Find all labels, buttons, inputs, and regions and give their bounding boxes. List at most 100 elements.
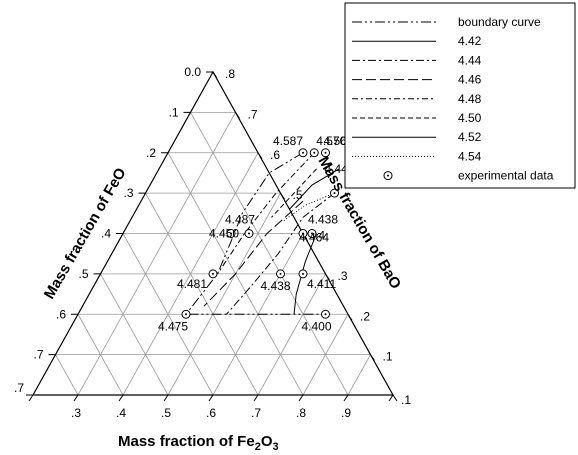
legend-label: 4.50 — [458, 111, 482, 125]
legend-label: 4.46 — [458, 73, 482, 87]
experimental-point-center — [248, 232, 250, 235]
bottom-tick-mark — [118, 394, 124, 402]
right-tick-label: .6 — [270, 148, 280, 162]
grid-line — [257, 273, 326, 396]
grid-line — [167, 192, 281, 396]
grid-line — [77, 112, 236, 396]
left-tick-label: .6 — [56, 307, 66, 321]
left-tick-label: .1 — [168, 105, 178, 119]
left-tick-label: .4 — [101, 227, 111, 241]
bottom-tick-mark — [208, 394, 214, 402]
experimental-point-center — [212, 272, 214, 275]
grid-line — [55, 354, 79, 396]
bottom-tick-mark — [163, 394, 169, 402]
grid-line — [77, 314, 124, 396]
legend-label: 4.44 — [458, 53, 482, 67]
data-label: 4.570 — [316, 134, 346, 148]
bottom-axis-title-sub2: 3 — [273, 441, 279, 453]
experimental-point-center — [302, 232, 304, 235]
bottom-tick-mark — [388, 394, 394, 402]
data-label: 4.464 — [299, 231, 329, 245]
legend-label: boundary curve — [458, 15, 541, 29]
right-tick-mark — [347, 313, 353, 321]
grid-line — [347, 354, 371, 396]
grid-line — [145, 192, 259, 396]
legend-label: experimental data — [458, 169, 554, 183]
bottom-tick-mark — [28, 394, 34, 402]
bottom-axis-title: Mass fraction of Fe2O3 — [118, 433, 279, 453]
corner-tick-label: .1 — [401, 393, 411, 407]
right-tick-label: .7 — [248, 107, 258, 121]
bottom-axis-title-mid: O — [261, 433, 273, 450]
left-tick-label: .5 — [78, 267, 88, 281]
isoline-4-44 — [226, 192, 335, 315]
left-tick-label: .2 — [146, 146, 156, 160]
bottom-tick-label: .9 — [341, 406, 351, 420]
isoline-boundary-curve — [184, 152, 326, 315]
bottom-tick-label: .6 — [206, 406, 216, 420]
bottom-tick-label: .5 — [161, 406, 171, 420]
legend-box — [344, 2, 576, 189]
experimental-markers — [181, 148, 339, 319]
right-tick-mark — [370, 354, 375, 361]
right-tick-mark — [257, 152, 263, 160]
experimental-point-center — [313, 151, 316, 154]
left-tick-label: .3 — [123, 186, 133, 200]
bottom-tick-label: .3 — [71, 406, 81, 420]
bottom-tick-mark — [73, 394, 79, 402]
data-label: 4.400 — [302, 319, 332, 333]
right-tick-label: .8 — [225, 67, 235, 81]
right-tick-label: .1 — [383, 350, 393, 364]
data-label: 4.587 — [273, 134, 303, 148]
legend-label: 4.48 — [458, 92, 482, 106]
right-tick-mark — [392, 394, 398, 402]
tick-labels: 0.0 .1 .2 .3 .4 .5 .6 .7 .8 .7 .6 .5 .4 .3 .2 .1 .3 .4 .5.… — [14, 65, 411, 420]
data-label: 4.481 — [177, 277, 207, 291]
bottom-axis-title-main: Mass fraction of Fe — [118, 433, 255, 450]
right-tick-mark — [325, 273, 330, 281]
experimental-point-center — [279, 272, 282, 275]
right-tick-label: .4 — [315, 229, 325, 243]
legend-label: 4.54 — [458, 149, 482, 163]
isoline-4-42 — [293, 233, 317, 315]
right-tick-label: .2 — [360, 309, 370, 323]
experimental-point-center — [302, 151, 304, 154]
bottom-axis-title-sub1: 2 — [255, 441, 261, 453]
experimental-point-center — [302, 272, 304, 275]
left-tick-label: .7 — [33, 348, 43, 362]
data-label: 4.411 — [307, 277, 336, 291]
legend-items: boundary curve 4.42 4.44 4.46 4.48 4.50 4.52 4.… — [352, 15, 554, 183]
bottom-tick-mark — [298, 394, 304, 402]
grid-line — [190, 112, 349, 396]
right-tick-mark — [280, 192, 285, 200]
legend: boundary curve 4.42 4.44 4.46 4.48 4.50 4.52 4.… — [344, 2, 576, 189]
isoline-4-52 — [289, 168, 340, 210]
right-tick-label: .3 — [338, 269, 348, 283]
experimental-point-center — [324, 313, 327, 316]
bottom-tick-mark — [343, 394, 349, 402]
experimental-point-center — [333, 192, 336, 195]
experimental-point-center — [230, 232, 232, 235]
experimental-point-center — [311, 232, 313, 235]
bottom-tick-label: .8 — [296, 406, 306, 420]
right-tick-label: .5 — [293, 188, 303, 202]
data-label: 4.438 — [308, 213, 338, 227]
left-tick-label: 0.0 — [184, 65, 201, 79]
experimental-point-center — [185, 313, 187, 316]
isoline-curves — [184, 152, 340, 315]
isoline-4-46 — [203, 200, 304, 307]
data-label: 4.450 — [209, 227, 239, 241]
legend-label: 4.52 — [458, 130, 482, 144]
data-label: 4.438 — [261, 279, 291, 293]
grid-line — [100, 273, 169, 396]
legend-label: 4.42 — [458, 34, 482, 48]
grid-line — [302, 314, 349, 396]
experimental-point-center — [324, 151, 327, 154]
data-label: 4.475 — [158, 319, 188, 333]
bottom-tick-label: .7 — [251, 406, 261, 420]
grid-line — [122, 233, 214, 396]
right-tick-mark — [235, 112, 240, 119]
bottom-tick-mark — [253, 394, 259, 402]
legend-marker-center — [387, 174, 389, 177]
